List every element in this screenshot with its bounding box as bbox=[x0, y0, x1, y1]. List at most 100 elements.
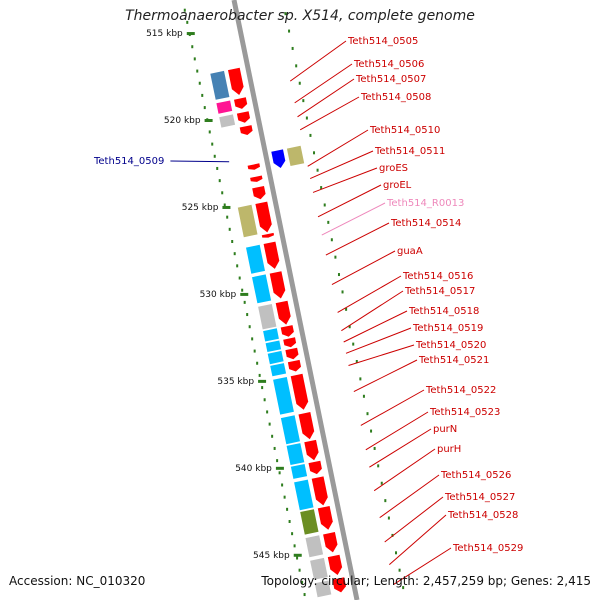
cog-teth514_0519 bbox=[267, 350, 284, 365]
cds-teth514_0528 bbox=[327, 554, 343, 575]
ruler-dot bbox=[330, 238, 333, 242]
ruler-tick bbox=[275, 466, 284, 470]
cds-guaa bbox=[269, 271, 286, 299]
ruler-dot bbox=[323, 203, 326, 207]
ruler-dot bbox=[345, 307, 348, 311]
leader-teth514_0508 bbox=[299, 96, 360, 131]
ruler-label: 540 kbp bbox=[235, 464, 272, 474]
label-teth514_0520: Teth514_0520 bbox=[415, 340, 486, 351]
ruler-dot bbox=[191, 45, 194, 49]
leader-teth514_0509 bbox=[170, 160, 230, 163]
label-teth514_0511: Teth514_0511 bbox=[374, 146, 445, 157]
leader-teth514_0528 bbox=[389, 514, 447, 565]
ruler-dot bbox=[208, 130, 211, 134]
leader-teth514_0518 bbox=[343, 310, 408, 343]
label-teth514_0526: Teth514_0526 bbox=[440, 470, 511, 481]
ruler-dot bbox=[233, 252, 236, 256]
ruler-dot bbox=[316, 168, 319, 172]
leader-teth514_0517 bbox=[341, 290, 404, 332]
cds-teth514_0520 bbox=[287, 359, 301, 372]
ruler-label: 530 kbp bbox=[200, 290, 237, 300]
kbp-ruler: 515 kbp 520 kbp 525 kbp 530 kbp 535 kbp 540 k… bbox=[146, 8, 405, 597]
leader-purn bbox=[369, 428, 432, 468]
ruler-dot bbox=[203, 106, 206, 110]
ruler-dot bbox=[359, 377, 362, 381]
ruler-dot bbox=[327, 220, 330, 224]
ruler-dot bbox=[211, 142, 214, 146]
cds-teth514_0527 bbox=[323, 532, 338, 553]
leader-teth514_0516 bbox=[337, 275, 402, 313]
leader-teth514_0521 bbox=[353, 359, 418, 393]
leader-teth514_0526 bbox=[379, 474, 440, 519]
cog-purn bbox=[290, 464, 308, 479]
label-teth514_0509: Teth514_0509 bbox=[93, 156, 164, 167]
label-groes: groES bbox=[379, 163, 408, 174]
ruler-dot bbox=[303, 593, 306, 597]
ruler-dot bbox=[296, 556, 299, 560]
ruler-dot bbox=[402, 586, 405, 590]
ruler-dot bbox=[298, 568, 301, 572]
ruler-label: 545 kbp bbox=[253, 551, 290, 561]
ruler-dot bbox=[355, 360, 358, 363]
cds-teth514_0508 bbox=[239, 125, 253, 135]
cog-teth514_0527 bbox=[305, 535, 324, 558]
ruler-dot bbox=[313, 151, 316, 155]
ruler-dot bbox=[295, 64, 298, 68]
label-teth514_0529: Teth514_0529 bbox=[452, 543, 523, 554]
cog-teth514_0523 bbox=[286, 443, 305, 465]
leader-teth514_0511 bbox=[309, 150, 374, 179]
ruler-dot bbox=[253, 349, 256, 353]
cog-teth514_0506 bbox=[216, 100, 233, 114]
genome-backbone bbox=[231, 0, 360, 600]
ruler-dot bbox=[291, 46, 294, 50]
ruler-dot bbox=[305, 116, 308, 120]
ruler-dot bbox=[341, 290, 344, 294]
leader-teth514_r0013 bbox=[321, 202, 386, 236]
ruler-dot bbox=[278, 471, 281, 475]
leader-guaa bbox=[331, 250, 396, 286]
cog-teth514_0522 bbox=[280, 415, 300, 445]
feature-labels: Teth514_0505 Teth514_0506 Teth514_0507 Teth… bbox=[93, 36, 523, 586]
cog-teth514_0526 bbox=[300, 509, 319, 535]
cds-teth514_0526 bbox=[317, 506, 333, 530]
leader-groes bbox=[312, 167, 378, 193]
ruler-dot bbox=[243, 300, 246, 304]
label-purn: purN bbox=[433, 424, 457, 435]
map-title: Thermoanaerobacter sp. X514, complete ge… bbox=[125, 8, 475, 24]
cog-teth514_0509 bbox=[286, 145, 305, 166]
feature-track bbox=[210, 67, 346, 598]
leader-teth514_0505 bbox=[289, 40, 347, 82]
cds-teth514_0521 bbox=[290, 373, 309, 410]
ruler-dot bbox=[221, 191, 224, 195]
ruler-dot bbox=[193, 57, 196, 61]
leader-teth514_0507 bbox=[297, 78, 355, 118]
ruler-tick bbox=[293, 553, 302, 557]
ruler-label: 515 kbp bbox=[146, 29, 183, 39]
cds-teth514_0519 bbox=[285, 347, 299, 360]
leader-teth514_0506 bbox=[294, 63, 353, 104]
label-teth514_r0013: Teth514_R0013 bbox=[386, 198, 464, 209]
cog-teth514_0518 bbox=[265, 340, 282, 352]
cds-teth514_0511 bbox=[250, 175, 263, 182]
leader-teth514_0510 bbox=[307, 129, 369, 167]
ruler-dot bbox=[377, 464, 380, 468]
ruler-dot bbox=[302, 99, 305, 103]
label-teth514_0518: Teth514_0518 bbox=[408, 306, 479, 317]
ruler-dot bbox=[228, 227, 231, 231]
ruler-dot bbox=[273, 446, 276, 450]
leader-teth514_0522 bbox=[360, 389, 425, 426]
ruler-dot bbox=[366, 412, 369, 416]
ruler-dot bbox=[216, 166, 219, 170]
ruler-dot bbox=[263, 398, 266, 402]
label-teth514_0527: Teth514_0527 bbox=[444, 492, 515, 503]
cds-teth514_0517 bbox=[280, 325, 294, 337]
cds-teth514_0529 bbox=[332, 577, 346, 593]
ruler-tick bbox=[258, 379, 267, 383]
ruler-dot bbox=[286, 507, 289, 511]
cog-teth514_0517 bbox=[263, 328, 279, 342]
cog-teth514_0528 bbox=[310, 557, 328, 580]
label-teth514_0519: Teth514_0519 bbox=[412, 323, 483, 334]
ruler-dot bbox=[384, 499, 387, 503]
ruler-dot bbox=[320, 186, 323, 190]
cds-teth514_0506 bbox=[234, 97, 248, 109]
